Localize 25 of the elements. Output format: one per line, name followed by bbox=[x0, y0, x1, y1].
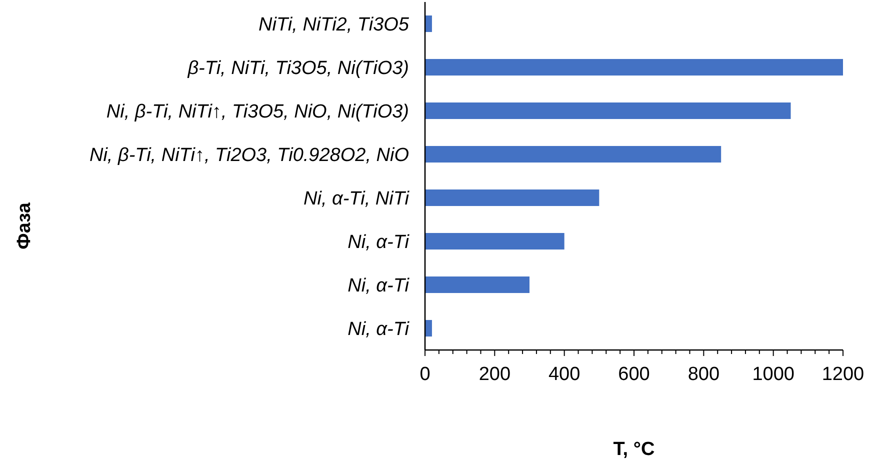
y-axis-title: Фаза bbox=[14, 202, 35, 250]
bar bbox=[425, 232, 564, 250]
x-tick-label: 200 bbox=[478, 364, 511, 385]
x-tick-label: 1200 bbox=[822, 364, 864, 385]
y-tick-label: NiTi, NiTi2, Ti3O5 bbox=[258, 14, 410, 36]
y-tick-label: Ni, β-Ti, NiTi↑, Ti3O5, NiO, Ni(TiO3) bbox=[106, 101, 409, 122]
x-tick-label: 1000 bbox=[752, 364, 794, 385]
y-tick-label: Ni, α-Ti, NiTi bbox=[304, 188, 410, 210]
bar bbox=[425, 15, 432, 32]
x-tick-label: 800 bbox=[688, 364, 720, 385]
x-axis-title: T, °C bbox=[613, 439, 655, 460]
y-tick-label: Ni, α-Ti bbox=[348, 232, 410, 253]
x-tick-label: 0 bbox=[420, 364, 430, 385]
y-tick-label: Ni, α-Ti bbox=[348, 318, 410, 340]
x-tick-label: 600 bbox=[618, 364, 650, 385]
bar bbox=[425, 58, 843, 76]
bar bbox=[425, 102, 791, 120]
y-tick-label: β-Ti, NiTi, Ti3O5, Ni(TiO3) bbox=[186, 58, 409, 79]
bar bbox=[425, 146, 722, 163]
bar bbox=[425, 320, 432, 337]
bar bbox=[425, 189, 600, 206]
y-tick-label: Ni, α-Ti bbox=[348, 275, 410, 296]
x-tick-label: 400 bbox=[548, 364, 580, 385]
y-tick-label: Ni, β-Ti, NiTi↑, Ti2O3, Ti0.928O2, NiO bbox=[89, 144, 410, 166]
bar bbox=[425, 276, 530, 294]
